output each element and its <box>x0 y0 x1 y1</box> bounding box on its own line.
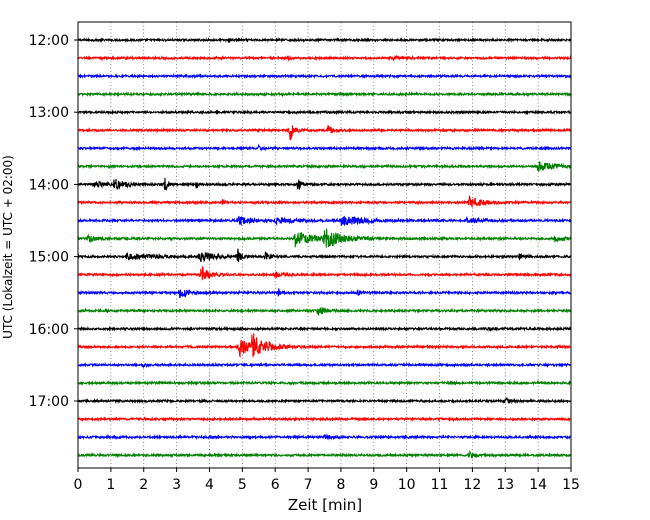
trace-line <box>77 194 572 208</box>
x-axis-label: Zeit [min] <box>288 496 362 514</box>
trace-line <box>77 160 572 173</box>
x-tick-label: 3 <box>172 477 181 493</box>
trace-line <box>77 124 572 141</box>
trace-line <box>77 333 572 359</box>
y-tick-label: 17:00 <box>29 394 69 410</box>
trace-line <box>77 415 572 423</box>
trace-line <box>77 397 572 405</box>
x-tick-label: 1 <box>106 477 115 493</box>
y-tick-label: 16:00 <box>29 322 69 338</box>
trace-line <box>77 143 572 152</box>
x-tick-label: 11 <box>431 477 449 493</box>
x-tick-label: 2 <box>139 477 148 493</box>
x-tick-label: 10 <box>398 477 416 493</box>
x-axis-ticks: 0 1 2 3 4 5 6 7 8 9 10 11 12 13 14 15 <box>74 468 580 493</box>
seismic-traces <box>77 36 572 459</box>
y-tick-label: 13:00 <box>29 105 69 121</box>
trace-line <box>77 248 572 263</box>
x-tick-label: 0 <box>74 477 83 493</box>
x-tick-label: 14 <box>529 477 547 493</box>
trace-line <box>77 265 572 281</box>
y-tick-label: 15:00 <box>29 250 69 266</box>
x-tick-label: 7 <box>304 477 313 493</box>
y-axis-ticks: 12:00 13:00 14:00 15:00 16:00 17:00 <box>29 33 78 410</box>
x-tick-label: 4 <box>205 477 214 493</box>
x-tick-label: 12 <box>463 477 481 493</box>
trace-line <box>77 325 572 333</box>
x-tick-label: 9 <box>369 477 378 493</box>
trace-line <box>77 73 572 80</box>
x-tick-label: 6 <box>271 477 280 493</box>
x-tick-label: 5 <box>238 477 247 493</box>
trace-line <box>77 379 572 387</box>
trace-line <box>77 36 572 44</box>
trace-line <box>77 288 572 299</box>
x-tick-label: 15 <box>562 477 580 493</box>
x-tick-label: 8 <box>336 477 345 493</box>
trace-line <box>77 228 572 248</box>
grid-lines <box>110 22 539 468</box>
trace-line <box>77 307 572 316</box>
trace-line <box>77 361 572 369</box>
trace-line <box>77 177 572 191</box>
plot-frame <box>77 21 572 469</box>
y-tick-label: 14:00 <box>29 177 69 193</box>
y-axis-label: UTC (Lokalzeit = UTC + 02:00) <box>1 155 15 339</box>
trace-line <box>77 449 572 459</box>
y-tick-label: 12:00 <box>29 33 69 49</box>
trace-line <box>77 109 572 116</box>
trace-line <box>77 91 572 98</box>
x-tick-label: 13 <box>496 477 514 493</box>
trace-line <box>77 433 572 441</box>
trace-line <box>77 54 572 62</box>
trace-line <box>77 215 572 227</box>
